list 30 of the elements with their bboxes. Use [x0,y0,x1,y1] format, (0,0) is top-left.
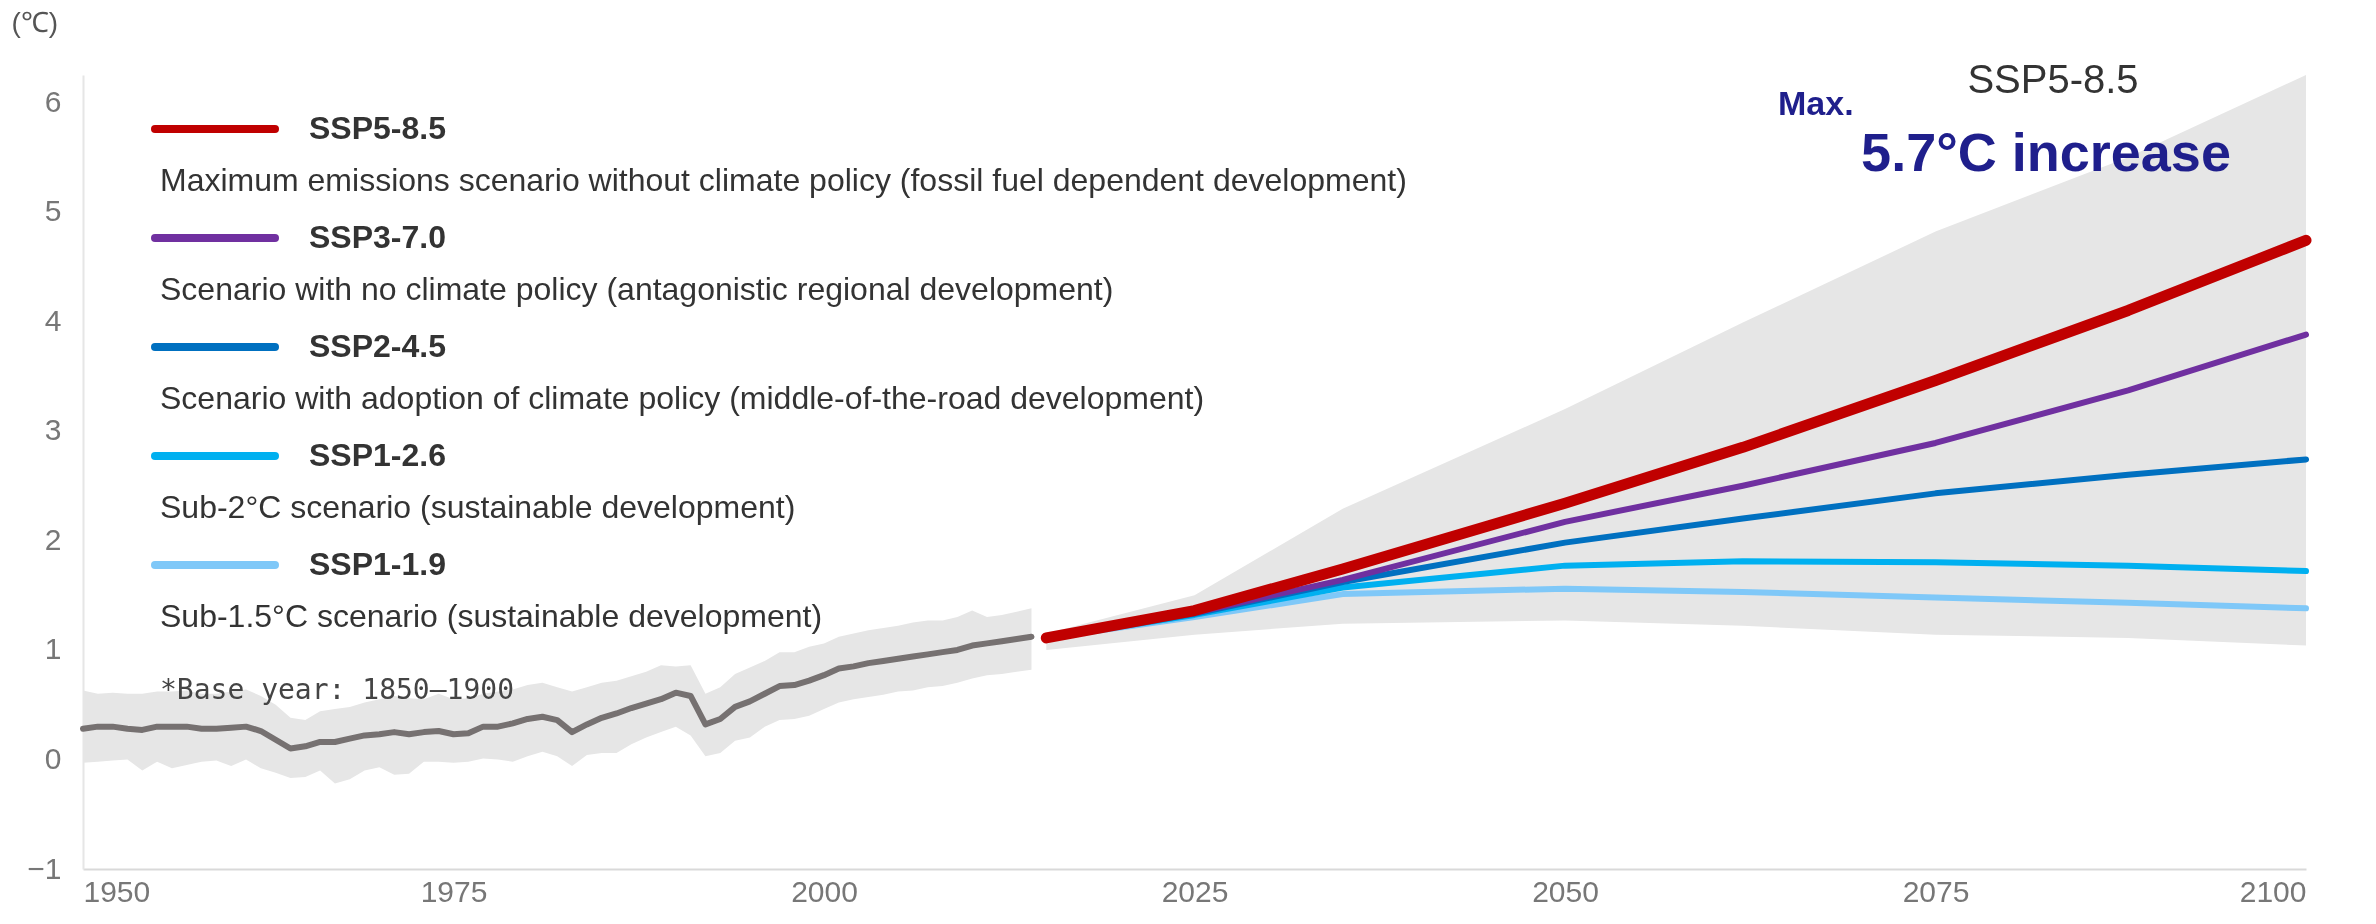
annotation: 5.7°C increase [1861,122,2231,182]
y-axis-title: (℃) [11,6,59,38]
x-tick-label: 2075 [1902,874,1970,908]
annotation: SSP5-8.5 [1967,57,2139,101]
x-tick-label: 2025 [1161,874,1229,908]
x-tick-label: 1950 [83,874,151,908]
annotation: Scenario with adoption of climate policy (middle-of-the-road development) [160,380,1205,416]
x-tick-label: 2100 [2239,874,2307,908]
annotation: Scenario with no climate policy (antagonistic regional development) [160,271,1114,307]
annotation: Max. [1778,84,1854,122]
y-tick-label: 3 [44,413,62,447]
legend-label: SSP5-8.5 [309,110,446,146]
y-tick-label: −1 [27,851,62,885]
x-tick-label: 1975 [420,874,488,908]
legend-label: SSP1-2.6 [309,437,446,473]
legend-label: SSP2-4.5 [309,328,446,364]
y-tick-label: 0 [44,741,62,775]
y-tick-label: 2 [44,522,62,556]
x-tick-label: 2000 [791,874,858,908]
y-tick-label: 4 [44,303,62,337]
annotation: *Base year: 1850–1900 [160,673,515,706]
y-tick-label: 1 [44,632,62,666]
legend-label: SSP3-7.0 [309,219,446,255]
annotation: Maximum emissions scenario without climate policy (fossil fuel dependent development) [160,162,1407,198]
legend-label: SSP1-1.9 [309,546,446,582]
annotation: Sub-2°C scenario (sustainable development) [160,489,796,525]
y-tick-label: 6 [44,84,62,118]
y-tick-label: 5 [44,194,62,228]
annotation: Sub-1.5°C scenario (sustainable development) [160,598,823,634]
x-tick-label: 2050 [1532,874,1599,908]
